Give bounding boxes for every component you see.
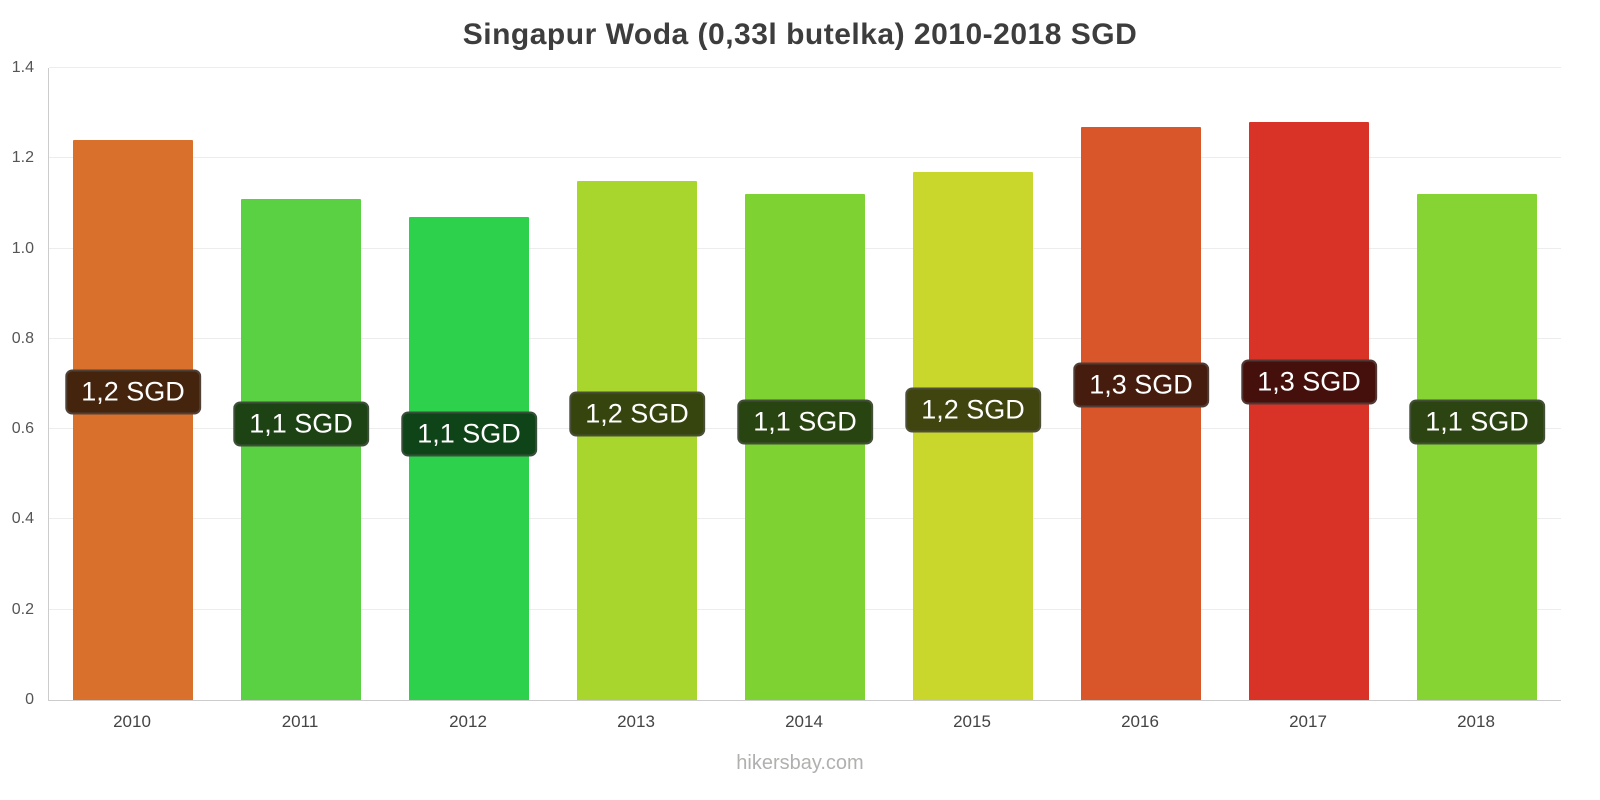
- y-tick-label: 0.8: [11, 329, 34, 347]
- x-tick-label: 2013: [617, 712, 655, 731]
- y-tick-label: 0.2: [11, 600, 34, 618]
- x-tick-label: 2016: [1121, 712, 1159, 731]
- chart-title: Singapur Woda (0,33l butelka) 2010-2018 …: [462, 18, 1138, 51]
- x-tick-label: 2012: [449, 712, 487, 731]
- plot-area: 1,2 SGD 1,1 SGD 1,1 SGD 1,2 SGD 1,1 SGD 1,2 S…: [48, 67, 1561, 701]
- bar-value-label: 1,1 SGD: [401, 411, 537, 457]
- bar-2014: 1,1 SGD: [737, 194, 873, 700]
- bar-2017: 1,3 SGD: [1241, 122, 1377, 700]
- gridline: [49, 67, 1561, 68]
- y-tick-label: 1.4: [11, 59, 34, 76]
- bar-2010: 1,2 SGD: [65, 140, 201, 700]
- bar-value-label: 1,2 SGD: [905, 387, 1041, 433]
- bar-value-label: 1,3 SGD: [1241, 359, 1377, 405]
- x-tick-label: 2015: [953, 712, 991, 731]
- bar-value-label: 1,3 SGD: [1073, 362, 1209, 408]
- y-tick-label: 0: [25, 691, 34, 708]
- y-tick-label: 0.4: [11, 510, 34, 528]
- bar-2012: 1,1 SGD: [401, 216, 537, 700]
- gridline: [49, 157, 1561, 159]
- x-tick-label: 2018: [1457, 712, 1495, 731]
- bar-value-label: 1,1 SGD: [233, 401, 369, 447]
- bar-value-label: 1,2 SGD: [569, 391, 705, 437]
- chart-footer-watermark: hikersbay.com: [736, 752, 864, 774]
- bar-value-label: 1,1 SGD: [1409, 399, 1545, 445]
- y-tick-label: 1.0: [11, 239, 34, 257]
- x-tick-label: 2011: [281, 712, 319, 731]
- y-tick-label: 0.6: [11, 420, 34, 438]
- x-tick-label: 2017: [1289, 712, 1327, 731]
- bar-2018: 1,1 SGD: [1409, 194, 1545, 700]
- bar-2013: 1,2 SGD: [569, 180, 705, 700]
- x-tick-label: 2014: [785, 712, 823, 731]
- bar-2011: 1,1 SGD: [233, 198, 369, 700]
- bar-2016: 1,3 SGD: [1073, 126, 1209, 700]
- bar-2015: 1,2 SGD: [905, 171, 1041, 700]
- bar-value-label: 1,2 SGD: [65, 369, 201, 415]
- bar-value-label: 1,1 SGD: [737, 399, 873, 445]
- y-tick-label: 1.2: [11, 149, 34, 167]
- x-tick-label: 2010: [113, 712, 151, 731]
